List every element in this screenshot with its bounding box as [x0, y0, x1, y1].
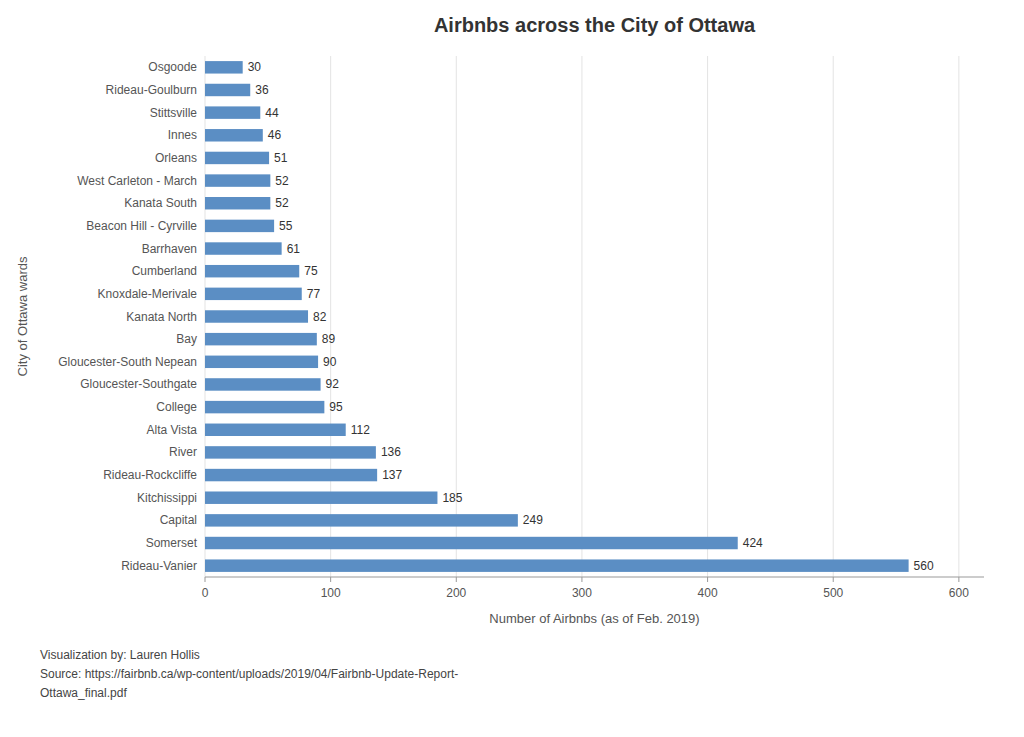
- grid: [205, 56, 959, 577]
- data-label: 51: [274, 151, 288, 165]
- bar: [205, 356, 318, 368]
- data-label: 560: [914, 559, 934, 573]
- category-label: Kanata North: [126, 310, 197, 324]
- bar: [205, 174, 270, 186]
- data-label: 61: [287, 242, 301, 256]
- tick-label: 200: [446, 586, 466, 600]
- category-label: College: [156, 400, 197, 414]
- bar: [205, 378, 321, 390]
- category-label: Barrhaven: [142, 242, 197, 256]
- bar: [205, 84, 250, 96]
- data-label: 137: [382, 468, 402, 482]
- tick-mark: [330, 577, 331, 582]
- category-label: Kanata South: [124, 196, 197, 210]
- data-label: 52: [275, 174, 289, 188]
- category-label: Rideau-Rockcliffe: [103, 468, 197, 482]
- chart: Airbnbs across the City of Ottawa 0 100 200…: [0, 0, 1024, 737]
- bar: [205, 152, 269, 164]
- grid-line: [833, 56, 834, 577]
- category-label: Alta Vista: [147, 423, 198, 437]
- bar: [205, 61, 243, 73]
- bar: [205, 106, 260, 118]
- bar: [205, 514, 518, 526]
- tick-label: 300: [572, 586, 592, 600]
- data-label: 46: [268, 128, 282, 142]
- data-label: 30: [248, 60, 262, 74]
- grid-line: [958, 56, 959, 577]
- bar: [205, 197, 270, 209]
- grid-line: [707, 56, 708, 577]
- grid-line: [581, 56, 582, 577]
- data-label: 36: [255, 83, 269, 97]
- data-label: 52: [275, 196, 289, 210]
- chart-container: Airbnbs across the City of Ottawa 0 100 200…: [0, 0, 1024, 737]
- bar: [205, 537, 738, 549]
- data-label: 75: [304, 264, 318, 278]
- category-label: Osgoode: [148, 60, 197, 74]
- category-label: Gloucester-Southgate: [80, 377, 197, 391]
- data-label: 112: [351, 423, 370, 437]
- data-label: 185: [442, 491, 462, 505]
- tick-label: 600: [949, 586, 969, 600]
- tick-label: 400: [698, 586, 718, 600]
- tick-mark: [958, 577, 959, 582]
- category-label: Cumberland: [132, 264, 197, 278]
- category-label: Knoxdale-Merivale: [98, 287, 198, 301]
- category-label: Rideau-Vanier: [121, 559, 197, 573]
- bar: [205, 446, 376, 458]
- category-label: Beacon Hill - Cyrville: [86, 219, 197, 233]
- category-label: Somerset: [146, 536, 198, 550]
- bar: [205, 559, 909, 571]
- bar: [205, 424, 346, 436]
- data-label: 77: [307, 287, 321, 301]
- category-label: Rideau-Goulburn: [106, 83, 197, 97]
- data-labels: 560 424 249 185 137 136 112 95 92 90 89 82 77 7561 55 5…: [248, 60, 934, 572]
- bar: [205, 310, 308, 322]
- data-label: 82: [313, 310, 327, 324]
- data-label: 55: [279, 219, 293, 233]
- data-label: 90: [323, 355, 337, 369]
- tick-label: 100: [321, 586, 341, 600]
- bar: [205, 129, 263, 141]
- bar: [205, 469, 377, 481]
- bars: [205, 61, 909, 572]
- category-label: Innes: [168, 128, 197, 142]
- category-label: Bay: [176, 332, 197, 346]
- data-label: 424: [743, 536, 763, 550]
- title: Airbnbs across the City of Ottawa: [434, 14, 756, 36]
- category-label: Gloucester-South Nepean: [58, 355, 197, 369]
- data-label: 136: [381, 445, 401, 459]
- tick-mark: [833, 577, 834, 582]
- tick-mark: [581, 577, 582, 582]
- data-label: 249: [523, 513, 543, 527]
- tick-label: 0: [202, 586, 209, 600]
- category-label: West Carleton - March: [77, 174, 197, 188]
- category-label: Stittsville: [150, 106, 198, 120]
- y-ticks: Rideau-Vanier Somerset Capital Kitchissippi…: [58, 60, 197, 572]
- y-axis-label: City of Ottawa wards: [15, 256, 30, 376]
- tick-label: 500: [823, 586, 843, 600]
- category-label: Kitchissippi: [137, 491, 197, 505]
- x-axis-line: [205, 577, 984, 578]
- tick-mark: [456, 577, 457, 582]
- data-label: 89: [322, 332, 336, 346]
- data-label: 44: [265, 106, 279, 120]
- bar: [205, 491, 437, 503]
- bar: [205, 265, 299, 277]
- x-ticks: 0 100 200 300 400 500 600: [202, 577, 970, 600]
- data-label: 95: [329, 400, 343, 414]
- category-label: River: [169, 445, 197, 459]
- bar: [205, 333, 317, 345]
- annotation: Visualization by: Lauren HollisSource: h…: [40, 648, 458, 700]
- data-label: 92: [326, 377, 340, 391]
- x-axis-label: Number of Airbnbs (as of Feb. 2019): [489, 611, 699, 626]
- bar: [205, 242, 282, 254]
- bar: [205, 288, 302, 300]
- category-label: Orleans: [155, 151, 197, 165]
- bar: [205, 220, 274, 232]
- category-label: Capital: [160, 513, 197, 527]
- bar: [205, 401, 324, 413]
- tick-mark: [707, 577, 708, 582]
- tick-mark: [205, 577, 206, 582]
